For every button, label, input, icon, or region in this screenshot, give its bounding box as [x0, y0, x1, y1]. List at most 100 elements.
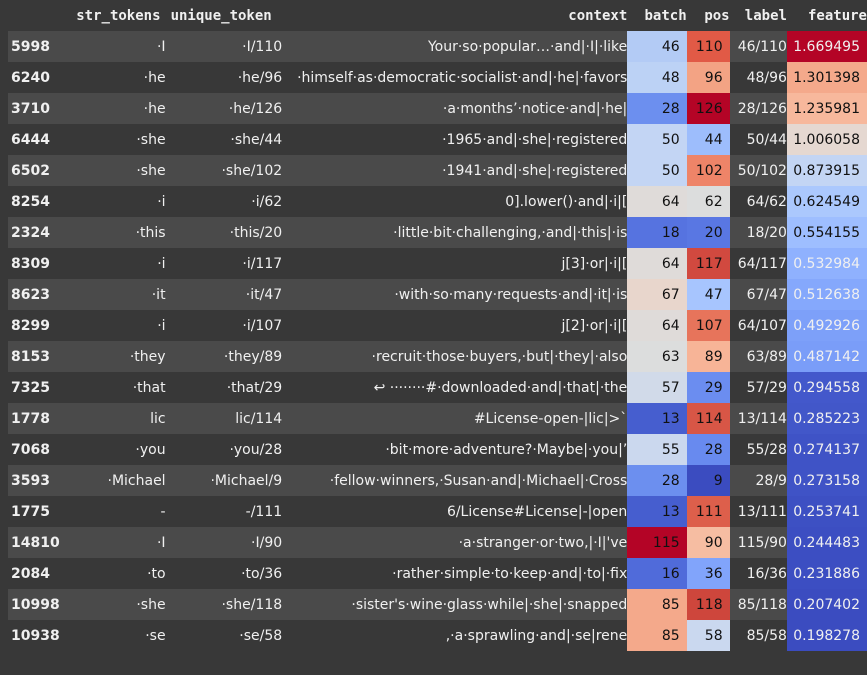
feature-cell: 0.274137: [786, 434, 867, 465]
feature-cell: 0.512638: [786, 279, 867, 310]
table-row[interactable]: 8153 ·they ·they/89 ·recruit·those·buyers,·…: [8, 341, 867, 372]
col-header-batch[interactable]: batch: [644, 7, 687, 24]
unique-token-cell: ·she/44: [230, 131, 283, 148]
table-row[interactable]: 1778 lic lic/114 #License-open-|lic|>` 13 114…: [8, 403, 867, 434]
label-cell: 85/118: [737, 596, 787, 613]
table-row[interactable]: 3593 ·Michael ·Michael/9 ·fellow·winners,·S…: [8, 465, 867, 496]
pos-cell: 28: [686, 434, 730, 465]
col-header-unique-token[interactable]: unique_token: [170, 7, 272, 24]
unique-token-cell: ·i/62: [251, 193, 283, 210]
str-token-cell: ·she: [136, 131, 166, 148]
pos-cell: 47: [686, 279, 730, 310]
pos-cell: 118: [686, 589, 730, 620]
row-index: 10998: [11, 596, 60, 613]
table-row[interactable]: 7325 ·that ·that/29 ↩ ········#·downloaded·…: [8, 372, 867, 403]
context-cell: ·a·stranger·or·two,|·I|'ve: [458, 534, 628, 551]
table-row[interactable]: 14810 ·I ·I/90 ·a·stranger·or·two,|·I|'ve 11…: [8, 527, 867, 558]
table-row[interactable]: 3710 ·he ·he/126 ·a·months’·notice·and|·he|…: [8, 93, 867, 124]
batch-cell: 85: [627, 620, 687, 651]
pos-cell: 36: [686, 558, 730, 589]
label-cell: 64/107: [737, 317, 787, 334]
feature-cell: 0.294558: [786, 372, 867, 403]
batch-cell: 46: [627, 31, 687, 62]
row-index: 10938: [11, 627, 60, 644]
label-cell: 46/110: [737, 38, 787, 55]
table-row[interactable]: 2324 ·this ·this/20 ·little·bit·challenging…: [8, 217, 867, 248]
batch-cell: 64: [627, 248, 687, 279]
col-header-str-tokens[interactable]: str_tokens: [76, 7, 161, 24]
table-row[interactable]: 8299 ·i ·i/107 j[2]·or|·i|[64 107 64/107 0.492…: [8, 310, 867, 341]
table-row[interactable]: 1775 - -/111 6/License#License|-|open 13 111 1…: [8, 496, 867, 527]
str-token-cell: ·she: [136, 162, 166, 179]
str-token-cell: ·I: [156, 38, 166, 55]
feature-cell: 0.873915: [786, 155, 867, 186]
row-index: 8623: [11, 286, 50, 303]
context-cell: ·himself·as·democratic·socialist·and|·he…: [297, 69, 628, 86]
str-token-cell: ·he: [143, 100, 166, 117]
str-token-cell: ·you: [135, 441, 166, 458]
index-header: [8, 0, 71, 31]
feature-cell: 0.244483: [786, 527, 867, 558]
pos-cell: 110: [686, 31, 730, 62]
batch-cell: 67: [627, 279, 687, 310]
table-row[interactable]: 6444 ·she ·she/44 ·1965·and|·she|·registere…: [8, 124, 867, 155]
label-cell: 85/58: [746, 627, 787, 644]
label-cell: 28/126: [737, 100, 787, 117]
table-row[interactable]: 10998 ·she ·she/118 ·sister's·wine·glass·wh…: [8, 589, 867, 620]
context-cell: j[3]·or|·i|[: [561, 255, 628, 272]
table-row[interactable]: 5998 ·I ·I/110 Your·so·popular…·and|·I|·lik…: [8, 31, 867, 62]
feature-cell: 0.554155: [786, 217, 867, 248]
str-token-cell: ·i: [157, 193, 166, 210]
col-header-pos[interactable]: pos: [704, 7, 730, 24]
table-row[interactable]: 8623 ·it ·it/47 ·with·so·many·requests·and|…: [8, 279, 867, 310]
str-token-cell: ·i: [157, 317, 166, 334]
unique-token-cell: ·it/47: [245, 286, 283, 303]
str-token-cell: ·se: [145, 627, 166, 644]
row-index: 8153: [11, 348, 50, 365]
row-index: 8254: [11, 193, 50, 210]
row-index: 2084: [11, 565, 50, 582]
label-cell: 64/117: [737, 255, 787, 272]
table-row[interactable]: 6240 ·he ·he/96 ·himself·as·democratic·soci…: [8, 62, 867, 93]
table-row[interactable]: 10938 ·se ·se/58 ,·a·sprawling·and|·se|rene…: [8, 620, 867, 651]
batch-cell: 48: [627, 62, 687, 93]
context-cell: ↩ ········#·downloaded·and|·that|·the: [373, 379, 628, 396]
pos-cell: 107: [686, 310, 730, 341]
pos-cell: 90: [686, 527, 730, 558]
label-cell: 115/90: [737, 534, 787, 551]
feature-cell: 0.253741: [786, 496, 867, 527]
unique-token-cell: ·i/117: [242, 255, 283, 272]
row-index: 3710: [11, 100, 50, 117]
feature-cell: 0.198278: [786, 620, 867, 651]
pos-cell: 44: [686, 124, 730, 155]
col-header-label[interactable]: label: [744, 7, 787, 24]
table-row[interactable]: 8309 ·i ·i/117 j[3]·or|·i|[64 117 64/117 0.532…: [8, 248, 867, 279]
pos-cell: 29: [686, 372, 730, 403]
batch-cell: 115: [627, 527, 687, 558]
batch-cell: 64: [627, 186, 687, 217]
str-token-cell: ·it: [151, 286, 166, 303]
batch-cell: 13: [627, 403, 687, 434]
context-cell: 0].lower()·and|·i|[: [505, 193, 628, 210]
label-cell: 50/102: [737, 162, 787, 179]
pos-cell: 126: [686, 93, 730, 124]
table-row[interactable]: 6502 ·she ·she/102 ·1941·and|·she|·register…: [8, 155, 867, 186]
feature-cell: 0.285223: [786, 403, 867, 434]
batch-cell: 85: [627, 589, 687, 620]
unique-token-cell: ·you/28: [229, 441, 283, 458]
table-row[interactable]: 2084 ·to ·to/36 ·rather·simple·to·keep·and|…: [8, 558, 867, 589]
table-row[interactable]: 8254 ·i ·i/62 0].lower()·and|·i|[64 62 64/62 0…: [8, 186, 867, 217]
unique-token-cell: -/111: [245, 503, 283, 520]
label-cell: 13/114: [737, 410, 787, 427]
str-token-cell: lic: [150, 410, 166, 427]
pos-cell: 111: [686, 496, 730, 527]
row-index: 3593: [11, 472, 50, 489]
unique-token-cell: ·they/89: [223, 348, 283, 365]
row-index: 8299: [11, 317, 50, 334]
col-header-context[interactable]: context: [568, 7, 628, 24]
table-row[interactable]: 7068 ·you ·you/28 ·bit·more·adventure?·Mayb…: [8, 434, 867, 465]
feature-cell: 1.669495: [786, 31, 867, 62]
row-index: 1775: [11, 503, 50, 520]
pos-cell: 9: [686, 465, 730, 496]
col-header-feature[interactable]: feature: [807, 7, 867, 24]
